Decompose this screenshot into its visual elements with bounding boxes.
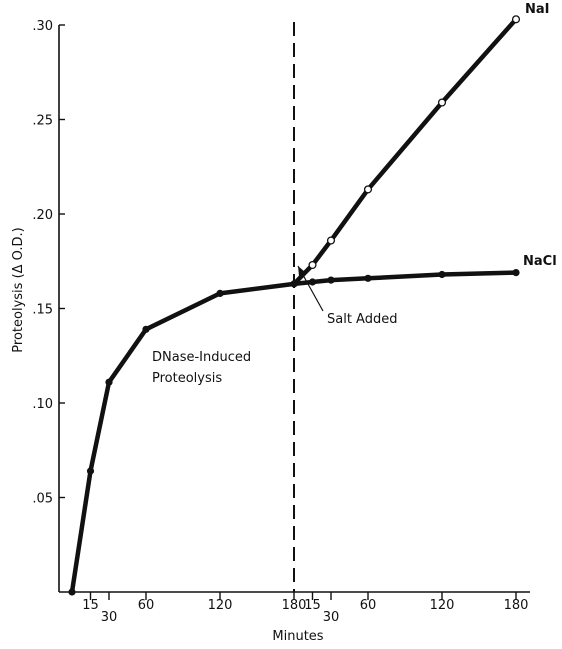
data-point [511, 15, 521, 24]
y-tick-label: .15 [32, 303, 53, 318]
y-axis-title: Proteolysis (Δ O.D.) [11, 227, 26, 352]
y-tick-label: .20 [32, 208, 53, 223]
x-tick-label: 15 [304, 598, 321, 613]
data-point [290, 280, 298, 288]
y-tick-label: .25 [32, 114, 53, 129]
x-tick-label: 120 [208, 598, 233, 613]
data-point [142, 325, 150, 333]
data-point [86, 467, 95, 475]
x-tick-label: 60 [360, 598, 377, 613]
series-line [69, 281, 297, 595]
data-point [438, 270, 446, 279]
data-point [216, 289, 224, 297]
data-point [363, 185, 373, 194]
y-axis-ticks: .05 .10 .15 .20 .25 .30 [32, 19, 65, 507]
data-point [308, 278, 317, 286]
x-tick-label: 180 [282, 598, 307, 613]
data-point [364, 274, 372, 282]
data-point [105, 378, 113, 386]
data-point [326, 236, 336, 245]
x-tick-label: 60 [138, 598, 155, 613]
x-tick-label: 30 [323, 610, 340, 625]
x-tick-label: 15 [82, 598, 99, 613]
y-tick-label: .30 [32, 19, 53, 34]
x-tick-label: 180 [504, 598, 529, 613]
data-point [437, 98, 447, 107]
y-tick-label: .05 [32, 492, 53, 507]
series-line [291, 17, 519, 287]
x-tick-label: 120 [430, 598, 455, 613]
y-tick-label: .10 [32, 397, 53, 412]
x-axis-title: Minutes [272, 629, 323, 644]
salt-added-annotation: Salt Added [327, 312, 397, 327]
dnase-annotation-line-1: DNase-Induced [152, 350, 251, 365]
x-tick-label: 30 [101, 610, 118, 625]
dnase-annotation-line-2: Proteolysis [152, 371, 222, 386]
series-label-nai: NaI [525, 2, 550, 17]
series-points [68, 15, 521, 596]
series-label-nacl: NaCl [523, 254, 557, 269]
data-point [327, 276, 335, 284]
data-point [308, 260, 317, 270]
data-point [68, 588, 76, 596]
salt-added-arrowhead [298, 266, 305, 276]
series-line [291, 270, 519, 287]
data-point [512, 269, 520, 277]
